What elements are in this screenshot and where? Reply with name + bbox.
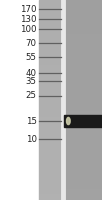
Text: 100: 100 xyxy=(20,24,37,33)
Text: 130: 130 xyxy=(20,15,37,23)
Text: 10: 10 xyxy=(26,134,37,144)
Text: 40: 40 xyxy=(26,68,37,77)
Bar xyxy=(39,0,63,200)
Text: 70: 70 xyxy=(26,38,37,47)
Text: 15: 15 xyxy=(26,116,37,126)
Text: 35: 35 xyxy=(26,76,37,86)
Text: 170: 170 xyxy=(20,4,37,14)
Bar xyxy=(63,0,102,200)
Text: 55: 55 xyxy=(26,52,37,62)
Text: 25: 25 xyxy=(26,92,37,100)
Circle shape xyxy=(67,117,70,125)
Bar xyxy=(64,114,102,128)
